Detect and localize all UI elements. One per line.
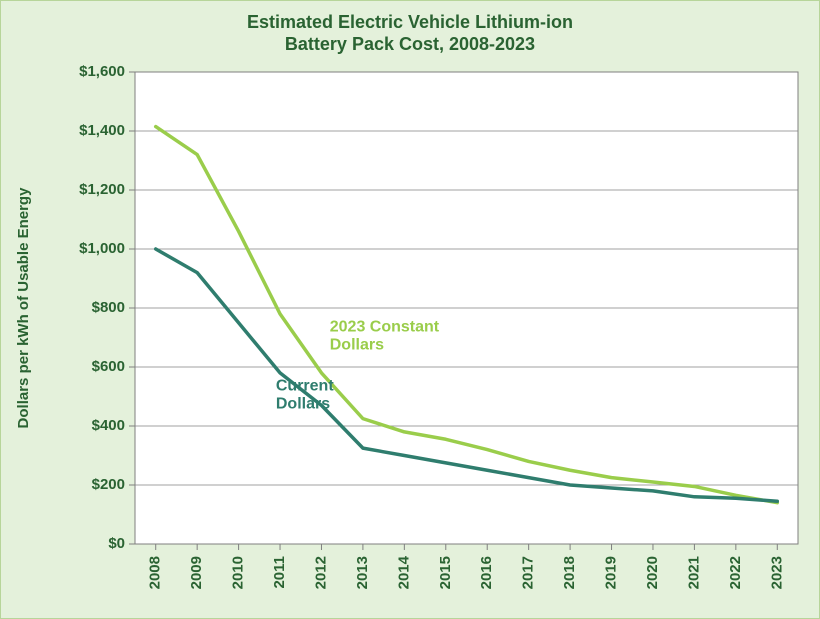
svg-text:2023 Constant: 2023 Constant [330, 319, 440, 336]
x-tick-label: 2014 [395, 555, 412, 589]
svg-text:Current: Current [276, 378, 334, 395]
x-tick-label: 2016 [478, 556, 495, 589]
x-tick-label: 2015 [437, 556, 454, 589]
chart-title-line2: Battery Pack Cost, 2008-2023 [285, 34, 535, 54]
y-tick-label: $400 [92, 417, 125, 434]
x-tick-label: 2017 [520, 556, 537, 589]
y-tick-label: $800 [92, 299, 125, 316]
x-tick-label: 2009 [188, 556, 205, 589]
y-tick-label: $1,600 [79, 63, 125, 80]
svg-text:Dollars: Dollars [330, 337, 384, 354]
x-tick-label: 2013 [354, 556, 371, 589]
x-tick-label: 2012 [312, 556, 329, 589]
chart-container: $0 $200 $400 $600 $800 $1,000 $1,200 $1,400 $1,6… [0, 0, 820, 619]
y-tick-label: $1,000 [79, 240, 125, 257]
chart-title-line1: Estimated Electric Vehicle Lithium-ion [247, 12, 573, 32]
series-label: CurrentDollars [276, 378, 334, 413]
line-chart: $0 $200 $400 $600 $800 $1,000 $1,200 $1,400 $1,6… [0, 0, 820, 619]
y-tick-label: $600 [92, 358, 125, 375]
x-tick-label: 2010 [230, 556, 247, 589]
x-tick-label: 2018 [561, 556, 578, 589]
x-tick-label: 2019 [603, 556, 620, 589]
x-tick-label: 2021 [685, 556, 702, 589]
x-tick-label: 2022 [727, 556, 744, 589]
y-tick-label: $1,400 [79, 122, 125, 139]
svg-text:Dollars: Dollars [276, 396, 330, 413]
y-axis-label: Dollars per kWh of Usable Energy [15, 187, 32, 429]
y-tick-label: $200 [92, 476, 125, 493]
x-tick-label: 2023 [768, 556, 785, 589]
y-tick-label: $1,200 [79, 181, 125, 198]
y-tick-label: $0 [108, 535, 125, 552]
x-tick-label: 2020 [644, 556, 661, 589]
x-tick-label: 2011 [271, 556, 288, 589]
x-tick-label: 2008 [147, 556, 164, 589]
